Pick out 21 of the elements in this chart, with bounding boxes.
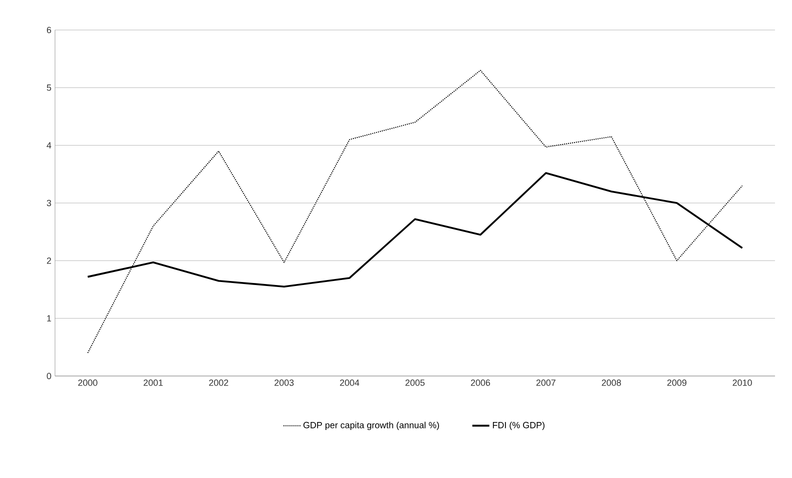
- x-tick-label: 2010: [732, 380, 752, 386]
- x-tick-label: 2008: [602, 380, 621, 386]
- legend-label: GDP per capita growth (annual %): [303, 422, 439, 430]
- y-tick-label: 4: [46, 142, 52, 148]
- y-tick-label: 2: [46, 258, 52, 264]
- x-tick-label: 2002: [209, 380, 228, 386]
- y-tick-label: 1: [47, 315, 52, 322]
- y-tick-label: 0: [46, 372, 52, 380]
- x-tick-label: 2007: [536, 380, 556, 386]
- y-tick-label: 3: [46, 200, 52, 206]
- x-tick-label: 2006: [470, 380, 490, 386]
- line-series: [87, 70, 743, 354]
- y-tick-label: 6: [46, 26, 52, 34]
- x-tick-label: 2009: [667, 380, 686, 386]
- x-tick-label: 2004: [340, 380, 360, 386]
- x-tick-label: 2001: [144, 380, 163, 386]
- x-tick-label: 2003: [274, 380, 294, 386]
- legend-label: FDI (% GDP): [492, 422, 544, 430]
- x-tick-label: 2005: [405, 380, 425, 386]
- y-tick-label: 5: [46, 84, 52, 91]
- x-tick-label: 2000: [78, 380, 98, 386]
